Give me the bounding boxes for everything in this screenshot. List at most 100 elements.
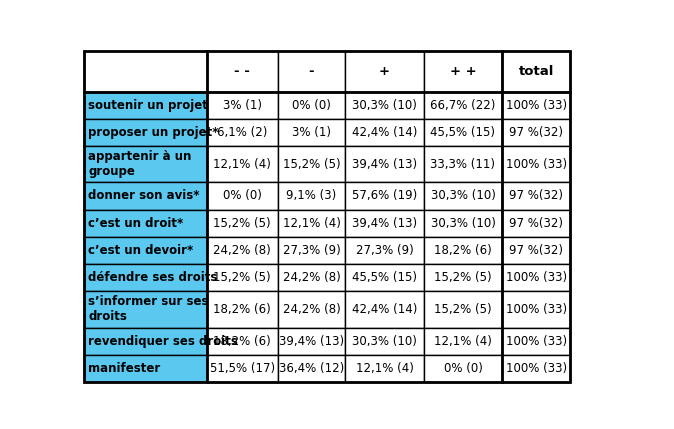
Bar [207,237,278,264]
Bar [346,355,424,382]
Bar [424,119,502,146]
Bar [278,119,346,146]
Bar [84,291,207,327]
Bar [346,209,424,237]
Bar [278,291,346,327]
Text: 100% (33): 100% (33) [506,157,567,171]
Text: 97 %(32): 97 %(32) [509,217,563,230]
Text: 24,2% (8): 24,2% (8) [282,303,340,316]
Bar [278,182,346,209]
Bar [84,146,207,182]
Bar [278,237,346,264]
Text: 45,5% (15): 45,5% (15) [431,126,495,139]
Bar [278,51,346,91]
Bar [207,355,278,382]
Bar [502,209,570,237]
Bar [207,182,278,209]
Bar [424,51,502,91]
Bar [346,119,424,146]
Text: 33,3% (11): 33,3% (11) [431,157,495,171]
Text: 39,4% (13): 39,4% (13) [352,217,417,230]
Text: 12,1% (4): 12,1% (4) [434,335,492,347]
Text: 3% (1): 3% (1) [292,126,331,139]
Text: 0% (0): 0% (0) [223,190,262,202]
Text: 100% (33): 100% (33) [506,362,567,375]
Text: 9,1% (3): 9,1% (3) [286,190,336,202]
Bar [278,91,346,119]
Text: 27,3% (9): 27,3% (9) [356,244,413,257]
Bar [502,237,570,264]
Bar [207,327,278,355]
Text: 97 %(32): 97 %(32) [509,190,563,202]
Bar [346,291,424,327]
Bar [346,146,424,182]
Text: 15,2% (5): 15,2% (5) [434,303,492,316]
Text: 24,2% (8): 24,2% (8) [214,244,271,257]
Text: 15,2% (5): 15,2% (5) [434,271,492,284]
Bar [207,146,278,182]
Text: +: + [379,65,390,78]
Text: 0% (0): 0% (0) [292,99,331,112]
Text: 0% (0): 0% (0) [443,362,483,375]
Bar [424,237,502,264]
Bar [424,182,502,209]
Bar [346,51,424,91]
Bar [84,91,207,119]
Bar [207,291,278,327]
Text: 100% (33): 100% (33) [506,303,567,316]
Text: - -: - - [235,65,250,78]
Text: 15,2% (5): 15,2% (5) [282,157,340,171]
Text: 18,2% (6): 18,2% (6) [214,303,271,316]
Bar [84,327,207,355]
Text: c’est un devoir*: c’est un devoir* [88,244,193,257]
Bar [278,209,346,237]
Text: total: total [518,65,554,78]
Bar [84,209,207,237]
Bar [424,355,502,382]
Text: -: - [309,65,314,78]
Text: 100% (33): 100% (33) [506,99,567,112]
Bar [424,146,502,182]
Text: 42,4% (14): 42,4% (14) [352,126,417,139]
Bar [84,182,207,209]
Bar [424,91,502,119]
Text: 45,5% (15): 45,5% (15) [352,271,417,284]
Bar [278,146,346,182]
Text: 24,2% (8): 24,2% (8) [282,271,340,284]
Bar [424,209,502,237]
Bar [346,91,424,119]
Bar [207,264,278,291]
Bar [502,119,570,146]
Text: 30,3% (10): 30,3% (10) [352,335,417,347]
Bar [502,264,570,291]
Bar [207,119,278,146]
Text: donner son avis*: donner son avis* [88,190,200,202]
Bar [502,146,570,182]
Text: s’informer sur ses
droits: s’informer sur ses droits [88,295,209,323]
Text: 12,1% (4): 12,1% (4) [282,217,340,230]
Text: 15,2% (5): 15,2% (5) [214,271,271,284]
Bar [84,264,207,291]
Text: c’est un droit*: c’est un droit* [88,217,184,230]
Bar [278,264,346,291]
Text: soutenir un projet: soutenir un projet [88,99,208,112]
Text: 100% (33): 100% (33) [506,335,567,347]
Bar [346,182,424,209]
Text: 12,1% (4): 12,1% (4) [356,362,414,375]
Bar [346,327,424,355]
Text: 6,1% (2): 6,1% (2) [217,126,268,139]
Text: + +: + + [450,65,477,78]
Bar [424,327,502,355]
Bar [207,91,278,119]
Bar [207,51,278,91]
Text: 18,2% (6): 18,2% (6) [434,244,492,257]
Bar [502,355,570,382]
Bar [502,327,570,355]
Text: défendre ses droits: défendre ses droits [88,271,218,284]
Bar [502,182,570,209]
Text: revendiquer ses droits: revendiquer ses droits [88,335,239,347]
Text: 97 %(32): 97 %(32) [509,244,563,257]
Bar [84,355,207,382]
Text: 39,4% (13): 39,4% (13) [352,157,417,171]
Bar [502,51,570,91]
